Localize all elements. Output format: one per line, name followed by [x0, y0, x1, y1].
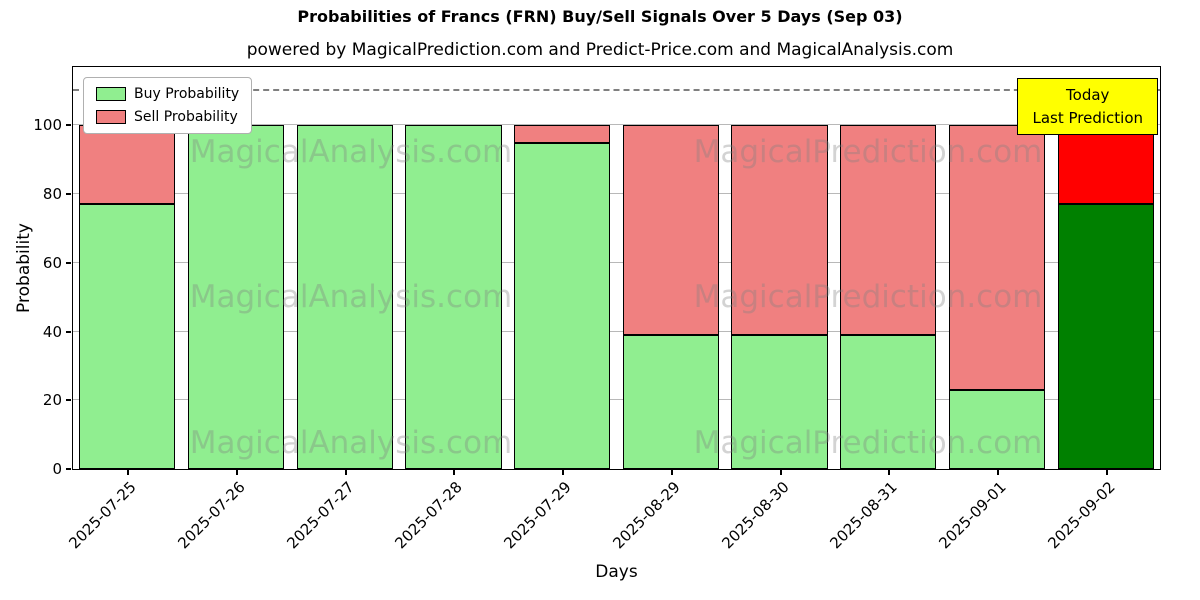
buy-probability-swatch — [96, 87, 126, 101]
legend-label-sell: Sell Probability — [134, 109, 238, 125]
y-tick-mark — [66, 330, 71, 333]
x-tick-mark — [236, 470, 239, 475]
x-axis-label: Days — [595, 562, 638, 582]
y-tick-mark — [66, 468, 71, 470]
chart-subtitle: powered by MagicalPrediction.com and Pre… — [246, 40, 954, 60]
watermark-text: MagicalAnalysis.com — [189, 134, 513, 170]
sell-bar-2025-07-25 — [79, 125, 176, 205]
x-tick-mark — [888, 470, 891, 475]
gridline — [73, 261, 1160, 263]
x-tick-mark — [779, 470, 782, 475]
sell-bar-2025-08-31 — [840, 125, 937, 335]
y-tick-label: 80 — [42, 185, 62, 204]
buy-bar-2025-07-28 — [405, 125, 502, 469]
chart-title: Probabilities of Francs (FRN) Buy/Sell S… — [297, 7, 903, 26]
watermark-text: MagicalAnalysis.com — [189, 279, 513, 315]
sell-bar-2025-08-30 — [731, 125, 828, 335]
buy-bar-2025-08-31 — [840, 335, 937, 469]
x-tick-mark — [1105, 470, 1108, 475]
sell-bar-2025-07-29 — [514, 125, 611, 143]
legend: Buy Probability Sell Probability — [83, 77, 253, 134]
sell-bar-2025-08-29 — [622, 125, 719, 335]
buy-bar-2025-08-29 — [622, 335, 719, 469]
gridline — [73, 193, 1160, 195]
plot-area: Buy Probability Sell Probability Today L… — [72, 66, 1161, 470]
buy-bar-2025-07-27 — [296, 125, 393, 469]
today-annotation: Today Last Prediction — [1017, 78, 1158, 135]
buy-bar-2025-09-02 — [1057, 204, 1154, 469]
gridline — [73, 124, 1160, 126]
y-tick-mark — [66, 193, 71, 196]
y-tick-label: 0 — [52, 460, 62, 478]
x-tick-mark — [344, 470, 347, 475]
y-tick-mark — [66, 124, 71, 127]
y-tick-label: 100 — [33, 116, 62, 135]
watermark-text: MagicalPrediction.com — [693, 425, 1043, 461]
gridline — [73, 399, 1160, 401]
x-tick-mark — [670, 470, 673, 475]
sell-bar-2025-09-01 — [948, 125, 1046, 390]
watermark-text: MagicalPrediction.com — [693, 279, 1043, 315]
x-tick-mark — [127, 470, 130, 475]
legend-item-sell: Sell Probability — [96, 109, 239, 125]
watermark-text: MagicalAnalysis.com — [189, 425, 513, 461]
legend-item-buy: Buy Probability — [96, 86, 239, 102]
y-tick-mark — [66, 261, 71, 264]
legend-label-buy: Buy Probability — [134, 86, 240, 102]
y-tick-label: 20 — [42, 391, 62, 410]
buy-bar-2025-07-29 — [514, 142, 611, 469]
x-tick-mark — [453, 470, 456, 475]
gridline — [73, 330, 1160, 332]
y-tick-mark — [66, 399, 71, 402]
buy-bar-2025-07-25 — [79, 204, 176, 469]
buy-bar-2025-09-01 — [948, 389, 1046, 469]
annotation-line1: Today — [1066, 86, 1110, 104]
y-tick-label: 60 — [42, 253, 62, 272]
x-tick-mark — [996, 470, 999, 475]
sell-bar-2025-09-02 — [1057, 125, 1154, 205]
sell-probability-swatch — [96, 110, 126, 124]
threshold-dashed-line — [73, 89, 1160, 92]
y-tick-label: 40 — [42, 322, 62, 341]
buy-bar-2025-08-30 — [731, 335, 828, 469]
watermark-text: MagicalPrediction.com — [693, 134, 1043, 170]
x-tick-mark — [562, 470, 565, 475]
annotation-line2: Last Prediction — [1032, 108, 1143, 127]
